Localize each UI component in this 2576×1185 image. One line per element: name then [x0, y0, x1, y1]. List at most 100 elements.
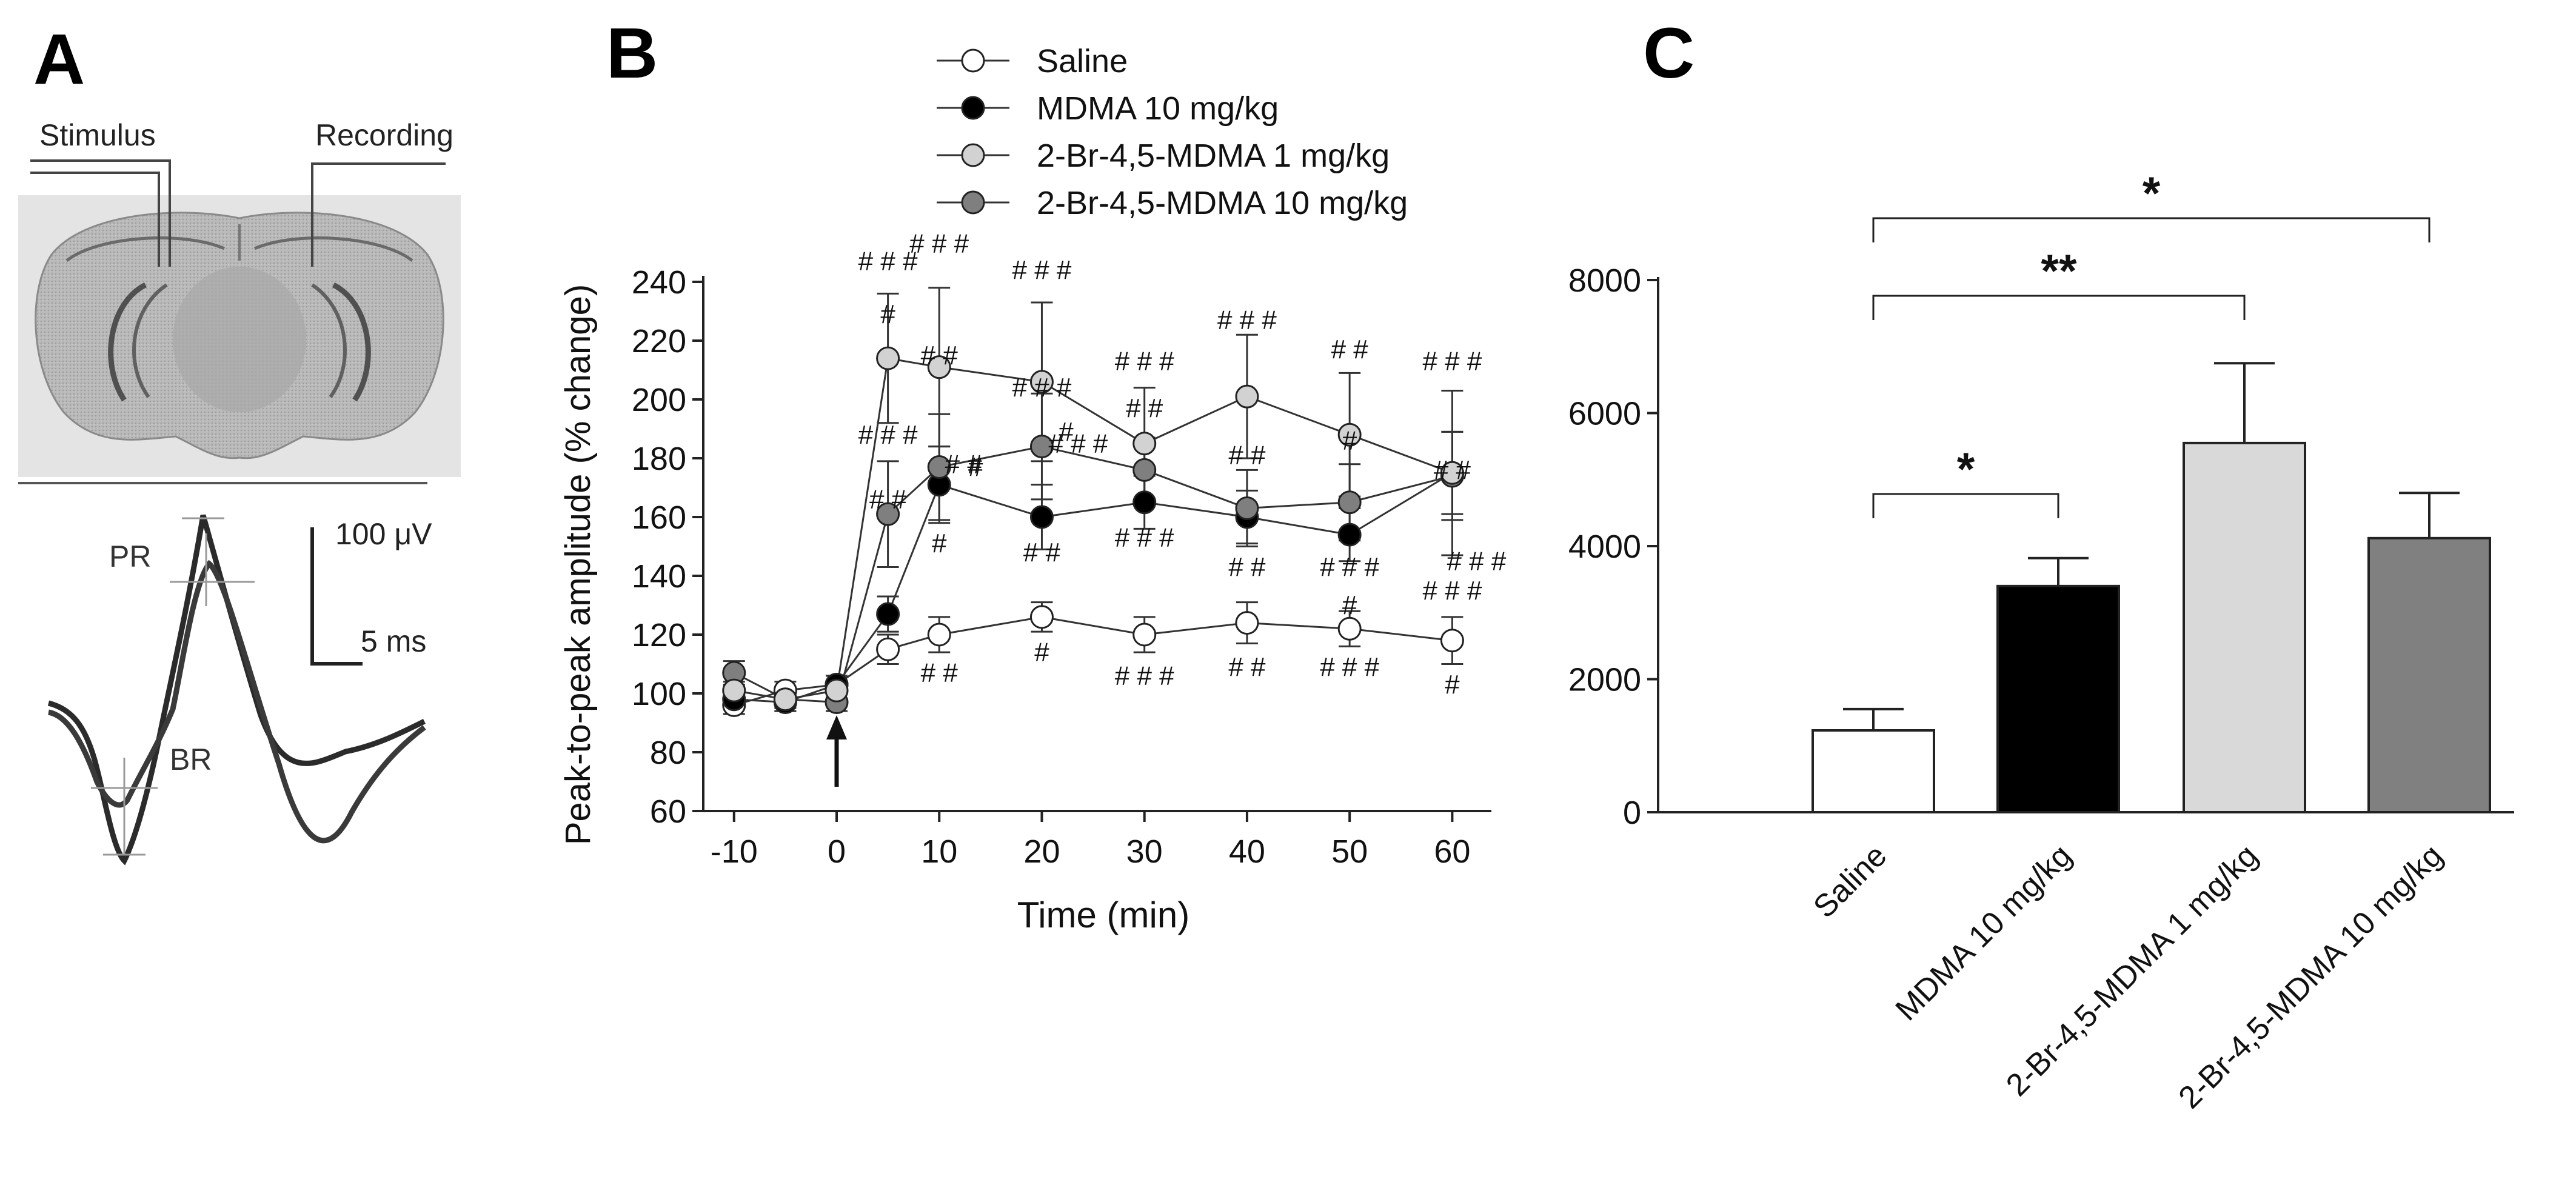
data-point-1 [1337, 522, 1362, 547]
data-point-3 [927, 455, 951, 479]
legend-label: Saline [1037, 43, 1128, 79]
data-point-2 [1337, 422, 1362, 447]
series-line-2 [734, 357, 1453, 701]
data-point-1 [876, 602, 900, 626]
data-point-0 [1440, 629, 1464, 653]
x-tick-label: 0 [828, 833, 846, 870]
legend-marker [961, 48, 985, 73]
data-point-3 [1337, 490, 1362, 515]
y-tick-label: 6000 [1568, 396, 1641, 432]
data-point-0 [876, 637, 900, 661]
data-point-0 [1235, 611, 1259, 635]
pr-trace [47, 514, 426, 866]
significance-hash: # # [945, 449, 983, 479]
bar-1 [1996, 584, 2120, 813]
stimulus-label: Stimulus [39, 118, 156, 152]
y-tick-label: 220 [632, 323, 686, 359]
significance-hash: # # # [1422, 347, 1482, 376]
pr-label: PR [109, 539, 151, 573]
y-tick-label: 2000 [1568, 662, 1641, 698]
significance-hash: # [932, 529, 947, 558]
y-tick-label: 0 [1623, 795, 1641, 831]
bar-0 [1812, 729, 1935, 813]
data-point-3 [1132, 458, 1157, 482]
significance-bracket [1872, 295, 2246, 320]
significance-hash: # # # [1422, 576, 1482, 606]
significance-hash: # [1342, 590, 1357, 620]
legend-marker [961, 190, 985, 215]
significance-hash: # # [1228, 652, 1266, 682]
data-point-2 [1235, 384, 1259, 409]
significance-bracket [1872, 493, 2059, 518]
panel-letter-a: A [33, 19, 85, 99]
significance-hash: # [1342, 426, 1357, 455]
series-line-1 [734, 472, 1453, 704]
x-tick-label: 40 [1229, 833, 1265, 870]
significance-hash: # # [921, 341, 958, 370]
y-tick-label: 80 [650, 735, 686, 771]
chart-b: 60 80 100 120 140 160 180 200 220 240 -10 0 10 20 30 40… [558, 43, 1507, 935]
significance-hash: # # [1228, 552, 1266, 582]
significance-hash: # # [1228, 441, 1266, 470]
x-tick-label: -10 [711, 833, 758, 870]
significance-hash: # [968, 452, 983, 482]
legend-label: 2-Br-4,5-MDMA 10 mg/kg [1037, 185, 1408, 221]
trace-cursors [91, 517, 255, 856]
y-axis-label: Peak-to-peak amplitude (% change) [558, 284, 598, 845]
series-line-0 [734, 616, 1453, 706]
significance-hash: # # # [1320, 652, 1379, 682]
significance-hash: # # # [1447, 546, 1506, 576]
data-point-0 [1337, 616, 1362, 641]
stimulus-electrode [30, 159, 171, 267]
significance-hash: # # # [1012, 373, 1072, 402]
recording-electrode [311, 162, 446, 267]
panel-letter-b: B [606, 13, 658, 93]
legend-marker [961, 96, 985, 120]
significance-hash: # # [1434, 455, 1471, 485]
significance-hash: # # # [1115, 347, 1174, 376]
data-point-2 [773, 687, 797, 712]
category-label: Saline [1807, 838, 1893, 924]
y-tick-label: 100 [632, 676, 686, 712]
data-point-3 [876, 502, 900, 526]
significance-star: ** [2041, 245, 2077, 297]
significance-hash: # [880, 299, 895, 329]
significance-hash: # # # [1320, 552, 1379, 582]
significance-hash: # # [921, 658, 958, 688]
legend-label: 2-Br-4,5-MDMA 1 mg/kg [1037, 138, 1390, 174]
y-tick-label: 240 [632, 264, 686, 301]
significance-hash: # # [1331, 335, 1369, 364]
br-trace [47, 559, 426, 844]
significance-hash: # # # [1012, 255, 1072, 285]
significance-hash: # # # [1115, 523, 1174, 553]
scale-bar [310, 527, 363, 666]
significance-star: * [2143, 168, 2161, 219]
series-line-3 [734, 446, 1453, 704]
injection-arrowhead [826, 715, 847, 739]
significance-hash: # # # [909, 229, 969, 259]
x-tick-label: 20 [1023, 833, 1060, 870]
br-label: BR [170, 743, 212, 776]
significance-hash: # # # [858, 420, 918, 450]
y-tick-label: 200 [632, 382, 686, 418]
bar-3 [2367, 536, 2491, 814]
category-label: MDMA 10 mg/kg [1889, 838, 2079, 1027]
significance-hash: # # # [858, 247, 918, 276]
data-point-2 [722, 678, 746, 703]
chart-c: 02000400060008000Area under curveSalineM… [1568, 168, 2514, 1115]
y-tick-label: 8000 [1568, 262, 1641, 299]
y-tick-label: 160 [632, 499, 686, 536]
significance-hash: # [1059, 417, 1074, 447]
x-tick-label: 60 [1434, 833, 1470, 870]
data-point-2 [1132, 432, 1157, 456]
significance-hash: # [1034, 638, 1049, 667]
scale-label-time: 5 ms [361, 624, 426, 658]
x-tick-label: 50 [1331, 833, 1368, 870]
data-point-3 [1235, 496, 1259, 520]
data-point-3 [1029, 435, 1054, 459]
data-point-2 [927, 355, 951, 379]
x-tick-label: 30 [1126, 833, 1163, 870]
scale-label-voltage: 100 μV [335, 517, 432, 551]
significance-hash: # # [1023, 538, 1061, 567]
data-point-1 [1029, 505, 1054, 529]
